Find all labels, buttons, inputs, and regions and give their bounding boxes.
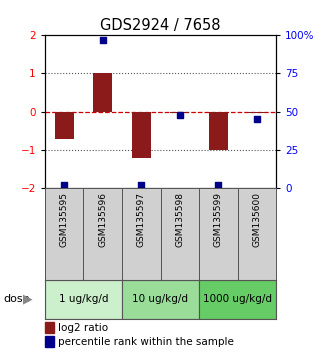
Text: GSM135600: GSM135600	[252, 192, 261, 247]
Bar	[122, 280, 199, 319]
Text: GSM135597: GSM135597	[137, 192, 146, 247]
Text: dose: dose	[3, 294, 30, 304]
Bar	[45, 280, 122, 319]
Text: percentile rank within the sample: percentile rank within the sample	[58, 337, 233, 347]
Bar	[209, 112, 228, 149]
Text: GSM135599: GSM135599	[214, 192, 223, 247]
Bar	[45, 336, 54, 347]
Bar	[93, 73, 112, 112]
Point	[216, 182, 221, 187]
Text: GSM135596: GSM135596	[98, 192, 107, 247]
Text: GSM135598: GSM135598	[175, 192, 184, 247]
Title: GDS2924 / 7658: GDS2924 / 7658	[100, 18, 221, 33]
Point	[100, 37, 105, 43]
Point	[62, 182, 67, 187]
Point	[139, 182, 144, 187]
Text: ▶: ▶	[22, 293, 32, 306]
Text: GSM135595: GSM135595	[60, 192, 69, 247]
Bar	[55, 112, 74, 139]
Bar	[83, 188, 122, 280]
Text: 1 ug/kg/d: 1 ug/kg/d	[59, 294, 108, 304]
Bar	[199, 280, 276, 319]
Text: 10 ug/kg/d: 10 ug/kg/d	[133, 294, 188, 304]
Text: 1000 ug/kg/d: 1000 ug/kg/d	[203, 294, 272, 304]
Text: log2 ratio: log2 ratio	[58, 322, 108, 332]
Point	[254, 116, 259, 122]
Bar	[247, 112, 266, 113]
Bar	[160, 188, 199, 280]
Bar	[238, 188, 276, 280]
Bar	[170, 112, 189, 113]
Bar	[132, 112, 151, 158]
Bar	[45, 188, 83, 280]
Bar	[122, 188, 160, 280]
Bar	[199, 188, 238, 280]
Point	[177, 112, 182, 118]
Bar	[45, 322, 54, 333]
